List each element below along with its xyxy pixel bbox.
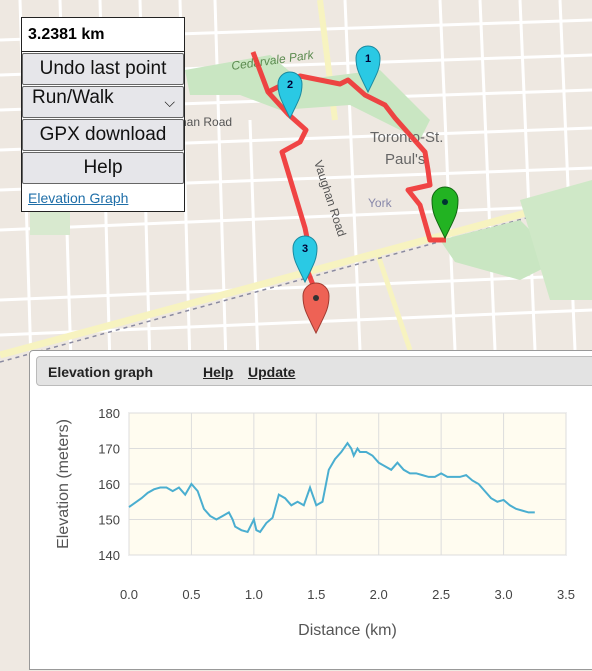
chevron-down-icon: ⌵ (164, 94, 175, 110)
y-tick-label: 180 (98, 406, 120, 421)
mode-select[interactable]: Run/Walk ⌵ (22, 86, 184, 118)
x-tick-label: 1.0 (245, 587, 263, 602)
road-label-york: York (368, 196, 393, 210)
marker-3-label: 3 (302, 243, 308, 255)
mode-select-value: Run/Walk (32, 87, 114, 108)
x-tick-label: 3.0 (495, 587, 513, 602)
marker-2-label: 2 (287, 79, 293, 91)
help-button[interactable]: Help (22, 152, 184, 184)
y-tick-label: 160 (98, 477, 120, 492)
end-marker[interactable] (302, 282, 330, 335)
route-line-east (266, 73, 446, 243)
elevation-help-link[interactable]: Help (203, 364, 234, 380)
elevation-chart: 0.0 0.5 1.0 1.5 2.0 2.5 3.0 3.5 140 150 160 170 180 D… (55, 406, 575, 639)
x-axis-label: Distance (km) (298, 622, 397, 639)
x-tick-label: 0.5 (182, 587, 200, 602)
undo-last-point-button[interactable]: Undo last point (22, 53, 184, 85)
elevation-panel-titlebar[interactable]: Elevation graph Help Update (36, 356, 592, 386)
elevation-panel: Elevation graph Help Update 0.0 0.5 1.0 1.5… (29, 350, 592, 670)
gpx-download-button[interactable]: GPX download (22, 119, 184, 151)
route-distance: 3.2381 km (22, 18, 184, 52)
x-tick-label: 2.0 (370, 587, 388, 602)
place-label-toronto: Toronto-St. (370, 129, 443, 146)
marker-3[interactable]: 3 (292, 235, 318, 284)
marker-1[interactable]: 1 (355, 45, 381, 94)
y-tick-label: 150 (98, 513, 120, 528)
x-tick-label: 3.5 (557, 587, 575, 602)
place-label-pauls: Paul's (385, 151, 425, 168)
start-marker[interactable] (431, 186, 459, 240)
elevation-panel-title: Elevation graph (48, 364, 154, 380)
road-label-han: han Road (180, 115, 232, 129)
marker-1-label: 1 (365, 53, 371, 65)
y-axis-label: Elevation (meters) (55, 419, 72, 549)
x-tick-label: 1.5 (307, 587, 325, 602)
elevation-update-link[interactable]: Update (248, 364, 296, 380)
y-tick-label: 140 (98, 548, 120, 563)
elevation-series-line (128, 441, 535, 534)
y-tick-label: 170 (98, 442, 120, 457)
elevation-graph-link[interactable]: Elevation Graph (28, 190, 129, 206)
x-tick-label: 0.0 (120, 587, 138, 602)
marker-2[interactable]: 2 (277, 71, 303, 120)
route-controls: 3.2381 km Undo last point Run/Walk ⌵ GPX… (21, 17, 185, 212)
x-tick-label: 2.5 (432, 587, 450, 602)
